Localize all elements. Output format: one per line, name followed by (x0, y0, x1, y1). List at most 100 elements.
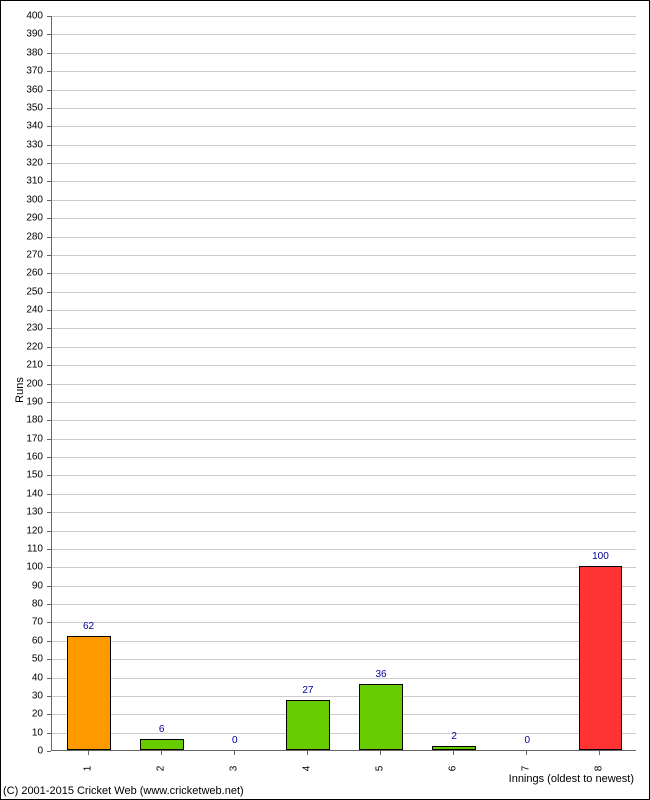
chart-frame: 6260273620100 01020304050607080901001101… (0, 0, 650, 800)
y-tick-mark (47, 145, 51, 146)
gridline (52, 163, 636, 164)
x-tick-mark (526, 751, 527, 755)
gridline (52, 292, 636, 293)
gridline (52, 457, 636, 458)
gridline (52, 733, 636, 734)
y-tick-mark (47, 328, 51, 329)
y-tick-mark (47, 53, 51, 54)
y-tick-label: 130 (26, 507, 43, 518)
y-tick-label: 210 (26, 360, 43, 371)
y-tick-label: 60 (32, 635, 43, 646)
y-tick-label: 40 (32, 672, 43, 683)
y-tick-mark (47, 622, 51, 623)
y-tick-mark (47, 641, 51, 642)
gridline (52, 328, 636, 329)
x-tick-mark (234, 751, 235, 755)
y-tick-mark (47, 567, 51, 568)
bar-value-label: 27 (302, 685, 313, 696)
gridline (52, 512, 636, 513)
y-tick-mark (47, 218, 51, 219)
gridline (52, 678, 636, 679)
x-tick-label: 8 (594, 766, 605, 772)
bar-value-label: 6 (159, 724, 165, 735)
gridline (52, 310, 636, 311)
gridline (52, 622, 636, 623)
gridline (52, 494, 636, 495)
gridline (52, 347, 636, 348)
gridline (52, 641, 636, 642)
y-tick-label: 30 (32, 690, 43, 701)
bar (140, 739, 184, 750)
y-tick-label: 150 (26, 470, 43, 481)
gridline (52, 475, 636, 476)
y-tick-label: 260 (26, 268, 43, 279)
gridline (52, 126, 636, 127)
gridline (52, 200, 636, 201)
y-tick-mark (47, 255, 51, 256)
y-tick-mark (47, 384, 51, 385)
gridline (52, 34, 636, 35)
x-tick-label: 6 (448, 766, 459, 772)
y-tick-mark (47, 714, 51, 715)
y-tick-mark (47, 310, 51, 311)
y-tick-mark (47, 512, 51, 513)
copyright-footer: (C) 2001-2015 Cricket Web (www.cricketwe… (3, 785, 244, 797)
y-tick-label: 110 (27, 543, 43, 554)
y-tick-label: 90 (32, 580, 43, 591)
y-tick-mark (47, 126, 51, 127)
y-tick-label: 20 (32, 709, 43, 720)
y-tick-mark (47, 586, 51, 587)
x-tick-label: 7 (521, 766, 532, 772)
y-tick-label: 370 (26, 66, 43, 77)
y-tick-mark (47, 475, 51, 476)
y-tick-label: 340 (26, 121, 43, 132)
gridline (52, 237, 636, 238)
bar-value-label: 36 (376, 669, 387, 680)
y-tick-label: 140 (26, 488, 43, 499)
y-tick-label: 350 (26, 102, 43, 113)
y-tick-mark (47, 181, 51, 182)
x-tick-mark (453, 751, 454, 755)
bar-value-label: 100 (592, 551, 609, 562)
y-tick-mark (47, 439, 51, 440)
x-tick-mark (599, 751, 600, 755)
y-tick-label: 100 (26, 562, 43, 573)
x-tick-mark (307, 751, 308, 755)
gridline (52, 108, 636, 109)
x-axis-label: Innings (oldest to newest) (509, 773, 634, 785)
gridline (52, 145, 636, 146)
y-tick-mark (47, 659, 51, 660)
bar (359, 684, 403, 750)
y-tick-mark (47, 163, 51, 164)
y-tick-label: 360 (26, 84, 43, 95)
bar (286, 700, 330, 750)
gridline (52, 365, 636, 366)
gridline (52, 604, 636, 605)
y-tick-label: 400 (26, 11, 43, 22)
y-tick-mark (47, 549, 51, 550)
bar-value-label: 62 (83, 621, 94, 632)
y-tick-label: 320 (26, 158, 43, 169)
y-tick-mark (47, 365, 51, 366)
y-tick-mark (47, 402, 51, 403)
y-tick-mark (47, 531, 51, 532)
y-tick-label: 250 (26, 286, 43, 297)
plot-area: 6260273620100 (51, 16, 636, 751)
y-tick-label: 180 (26, 415, 43, 426)
gridline (52, 402, 636, 403)
y-tick-label: 10 (32, 727, 43, 738)
y-tick-mark (47, 108, 51, 109)
y-tick-label: 290 (26, 213, 43, 224)
bar (432, 746, 476, 750)
y-tick-mark (47, 200, 51, 201)
y-tick-label: 310 (26, 176, 43, 187)
y-tick-label: 0 (37, 746, 43, 757)
y-tick-mark (47, 90, 51, 91)
bar (67, 636, 111, 750)
gridline (52, 714, 636, 715)
x-tick-mark (380, 751, 381, 755)
gridline (52, 71, 636, 72)
y-tick-label: 80 (32, 599, 43, 610)
y-tick-label: 190 (26, 396, 43, 407)
y-tick-label: 50 (32, 654, 43, 665)
